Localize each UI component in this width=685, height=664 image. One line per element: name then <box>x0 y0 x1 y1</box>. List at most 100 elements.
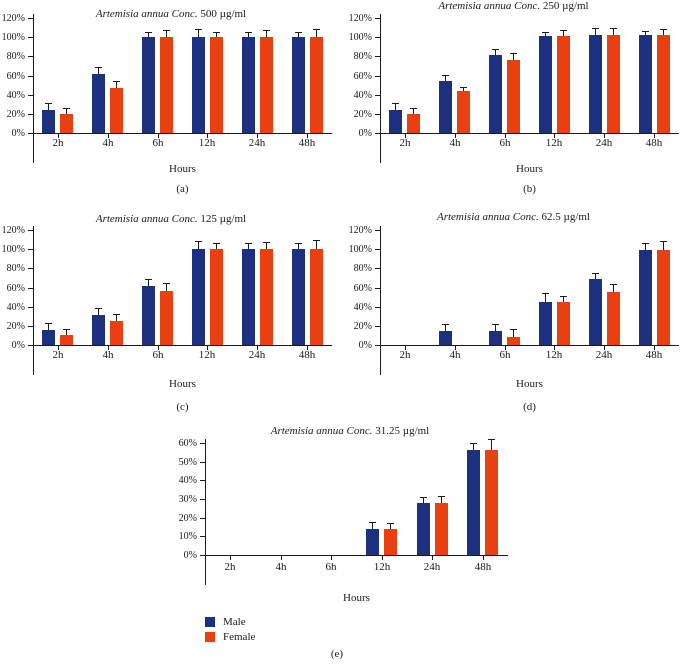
error-bar-cap <box>660 241 667 242</box>
error-bar-line <box>545 293 546 302</box>
error-bar-cap <box>45 323 52 324</box>
male-bar <box>639 35 652 133</box>
error-bar-cap <box>113 81 120 82</box>
error-bar-cap <box>560 30 567 31</box>
error-bar-cap <box>642 243 649 244</box>
error-bar-cap <box>492 324 499 325</box>
y-tick-label: 60% <box>6 70 25 82</box>
female-bar <box>60 335 73 345</box>
chart-title: Artemisia annua Conc. 500 µg/ml <box>0 8 342 20</box>
error-bar-cap <box>392 103 399 104</box>
y-tick <box>200 461 205 463</box>
y-tick <box>375 345 380 346</box>
y-tick <box>28 268 33 270</box>
error-bar-line <box>445 324 446 331</box>
error-bar-cap <box>492 49 499 50</box>
category-label: 2h <box>399 349 411 361</box>
category-label: 48h <box>474 561 492 573</box>
error-bar-line <box>66 329 67 335</box>
category-label: 48h <box>645 137 663 149</box>
y-tick <box>375 94 380 96</box>
y-tick <box>375 75 380 77</box>
x-axis-title: Hours <box>169 163 196 175</box>
error-bar-cap <box>660 29 667 30</box>
female-bar <box>60 114 73 133</box>
error-bar-line <box>513 329 514 337</box>
x-tick <box>483 556 484 560</box>
x-tick <box>307 346 308 350</box>
category-label: 2h <box>399 137 411 149</box>
error-bar-line <box>613 284 614 292</box>
male-bar <box>439 331 452 345</box>
male-bar <box>539 36 552 133</box>
error-bar-line <box>613 28 614 35</box>
error-bar-cap <box>442 75 449 76</box>
error-bar-cap <box>642 31 649 32</box>
category-label: 24h <box>248 349 266 361</box>
error-bar-line <box>48 103 49 110</box>
error-bar-cap <box>442 324 449 325</box>
y-tick-label: 100% <box>348 32 372 44</box>
error-bar-cap <box>45 103 52 104</box>
x-tick <box>108 134 109 138</box>
error-bar-cap <box>263 30 270 31</box>
error-bar-cap <box>510 329 517 330</box>
y-tick <box>200 499 205 500</box>
y-tick-label: 50% <box>178 456 197 468</box>
y-tick-label: 80% <box>353 51 372 63</box>
error-bar-cap <box>95 67 102 68</box>
category-label: 24h <box>595 137 613 149</box>
y-tick <box>375 37 380 39</box>
error-bar-line <box>595 28 596 35</box>
y-tick <box>375 133 380 134</box>
y-tick-label: 40% <box>353 301 372 313</box>
male-bar <box>292 249 305 345</box>
male-bar <box>42 110 55 133</box>
error-bar-line <box>198 241 199 249</box>
error-bar-line <box>48 323 49 330</box>
error-bar-cap <box>488 439 495 440</box>
x-tick <box>257 134 258 138</box>
y-tick-label: 20% <box>6 320 25 332</box>
x-tick <box>58 134 59 138</box>
chart-title-species: Artemisia annua Conc. <box>436 211 539 223</box>
x-tick <box>505 134 506 138</box>
legend-item-male: Male <box>205 614 255 629</box>
chart-title: Artemisia annua Conc. 31.25 µg/ml <box>150 425 550 437</box>
y-axis-line <box>33 14 34 163</box>
x-tick <box>257 346 258 350</box>
male-bar <box>92 74 105 133</box>
y-tick-label: 0% <box>183 550 197 561</box>
x-tick <box>405 134 406 138</box>
error-bar-cap <box>542 32 549 33</box>
male-bar <box>639 250 652 345</box>
female-bar <box>310 37 323 133</box>
female-bar <box>260 249 273 345</box>
y-tick-label: 0% <box>358 128 372 139</box>
error-bar-line <box>116 314 117 321</box>
error-bar-line <box>463 87 464 91</box>
chart-title: Artemisia annua Conc. 250 µg/ml <box>342 0 685 12</box>
error-bar-line <box>166 30 167 37</box>
error-bar-line <box>166 283 167 291</box>
error-bar-cap <box>63 329 70 330</box>
error-bar-cap <box>387 523 394 524</box>
error-bar-line <box>563 30 564 36</box>
y-tick-label: 20% <box>353 320 372 332</box>
male-bar <box>489 331 502 345</box>
x-axis-title: Hours <box>169 378 196 390</box>
subplot-letter: (c) <box>176 401 189 413</box>
chart-title-species: Artemisia annua Conc. <box>438 0 541 12</box>
error-bar-cap <box>460 87 467 88</box>
chart-b-250ugml: Artemisia annua Conc. 250 µg/ml 0% 20% 40% 6… <box>342 0 685 200</box>
x-tick <box>108 346 109 350</box>
y-tick <box>28 133 33 134</box>
female-bar <box>435 503 448 555</box>
y-tick <box>375 113 380 115</box>
female-bar <box>210 249 223 345</box>
x-axis-title: Hours <box>516 378 543 390</box>
subplot-letter-e: (e) <box>330 648 344 660</box>
female-bar <box>507 60 520 133</box>
y-tick <box>375 325 380 327</box>
